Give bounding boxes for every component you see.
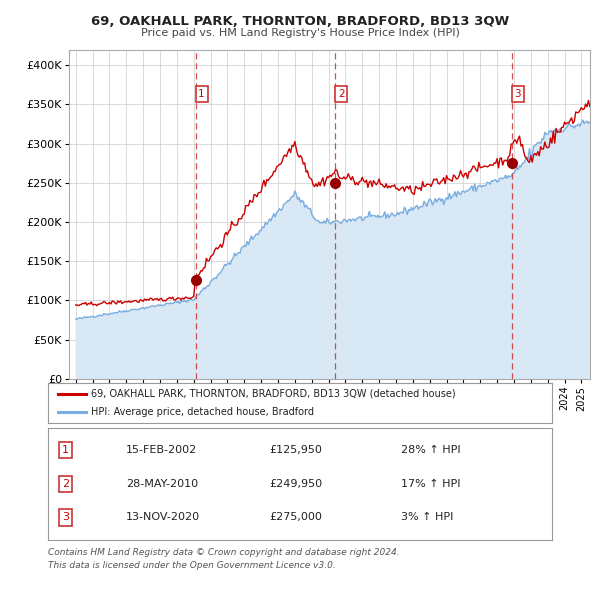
Text: 15-FEB-2002: 15-FEB-2002	[126, 445, 197, 455]
Text: Contains HM Land Registry data © Crown copyright and database right 2024.: Contains HM Land Registry data © Crown c…	[48, 548, 400, 556]
Text: 3% ↑ HPI: 3% ↑ HPI	[401, 513, 453, 522]
Text: 17% ↑ HPI: 17% ↑ HPI	[401, 479, 460, 489]
Text: 3: 3	[62, 513, 69, 522]
Text: HPI: Average price, detached house, Bradford: HPI: Average price, detached house, Brad…	[91, 407, 314, 417]
Text: Price paid vs. HM Land Registry's House Price Index (HPI): Price paid vs. HM Land Registry's House …	[140, 28, 460, 38]
Text: £125,950: £125,950	[270, 445, 323, 455]
Text: 13-NOV-2020: 13-NOV-2020	[126, 513, 200, 522]
Text: 69, OAKHALL PARK, THORNTON, BRADFORD, BD13 3QW (detached house): 69, OAKHALL PARK, THORNTON, BRADFORD, BD…	[91, 389, 455, 399]
Text: 69, OAKHALL PARK, THORNTON, BRADFORD, BD13 3QW: 69, OAKHALL PARK, THORNTON, BRADFORD, BD…	[91, 15, 509, 28]
Text: 2: 2	[338, 89, 344, 99]
Text: 1: 1	[62, 445, 69, 455]
Text: 28-MAY-2010: 28-MAY-2010	[126, 479, 198, 489]
Text: This data is licensed under the Open Government Licence v3.0.: This data is licensed under the Open Gov…	[48, 560, 336, 569]
Text: £275,000: £275,000	[270, 513, 323, 522]
Text: £249,950: £249,950	[270, 479, 323, 489]
Text: 2: 2	[62, 479, 69, 489]
Text: 3: 3	[514, 89, 521, 99]
Text: 28% ↑ HPI: 28% ↑ HPI	[401, 445, 460, 455]
Text: 1: 1	[198, 89, 205, 99]
